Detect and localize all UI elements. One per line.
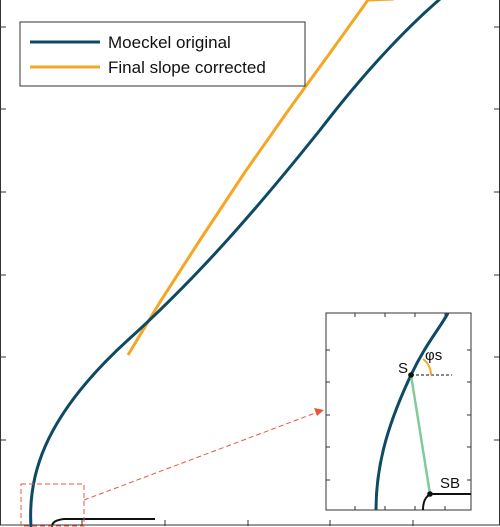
- inset-panel: [325, 312, 472, 511]
- inset-label-s: S: [398, 360, 408, 377]
- inset-point-sb-marker: [427, 491, 433, 497]
- y-axis-ticks: [0, 26, 500, 441]
- series-final-slope-corrected-line: [126, 0, 395, 356]
- inset-connector-line: [409, 374, 432, 495]
- legend-label-moeckel-original: Moeckel original: [108, 33, 231, 52]
- arrow-head: [314, 408, 324, 416]
- inset-angle-arc: [422, 358, 432, 376]
- inset-label-angle: φs: [425, 347, 442, 364]
- inset-ticks: [326, 313, 471, 510]
- zoom-callout-arrow: [83, 411, 319, 501]
- inset-point-s-marker: [408, 372, 414, 378]
- inset-shock-curve: [374, 312, 450, 511]
- inset-label-sb: SB: [440, 475, 460, 492]
- zoom-region-box: [20, 483, 85, 527]
- x-axis-ticks: [81, 520, 414, 526]
- legend-label-final-slope-corrected: Final slope corrected: [108, 58, 266, 77]
- series-moeckel-original-line: [29, 0, 441, 527]
- inset-body-contour: [422, 493, 471, 511]
- legend-box: [19, 21, 306, 87]
